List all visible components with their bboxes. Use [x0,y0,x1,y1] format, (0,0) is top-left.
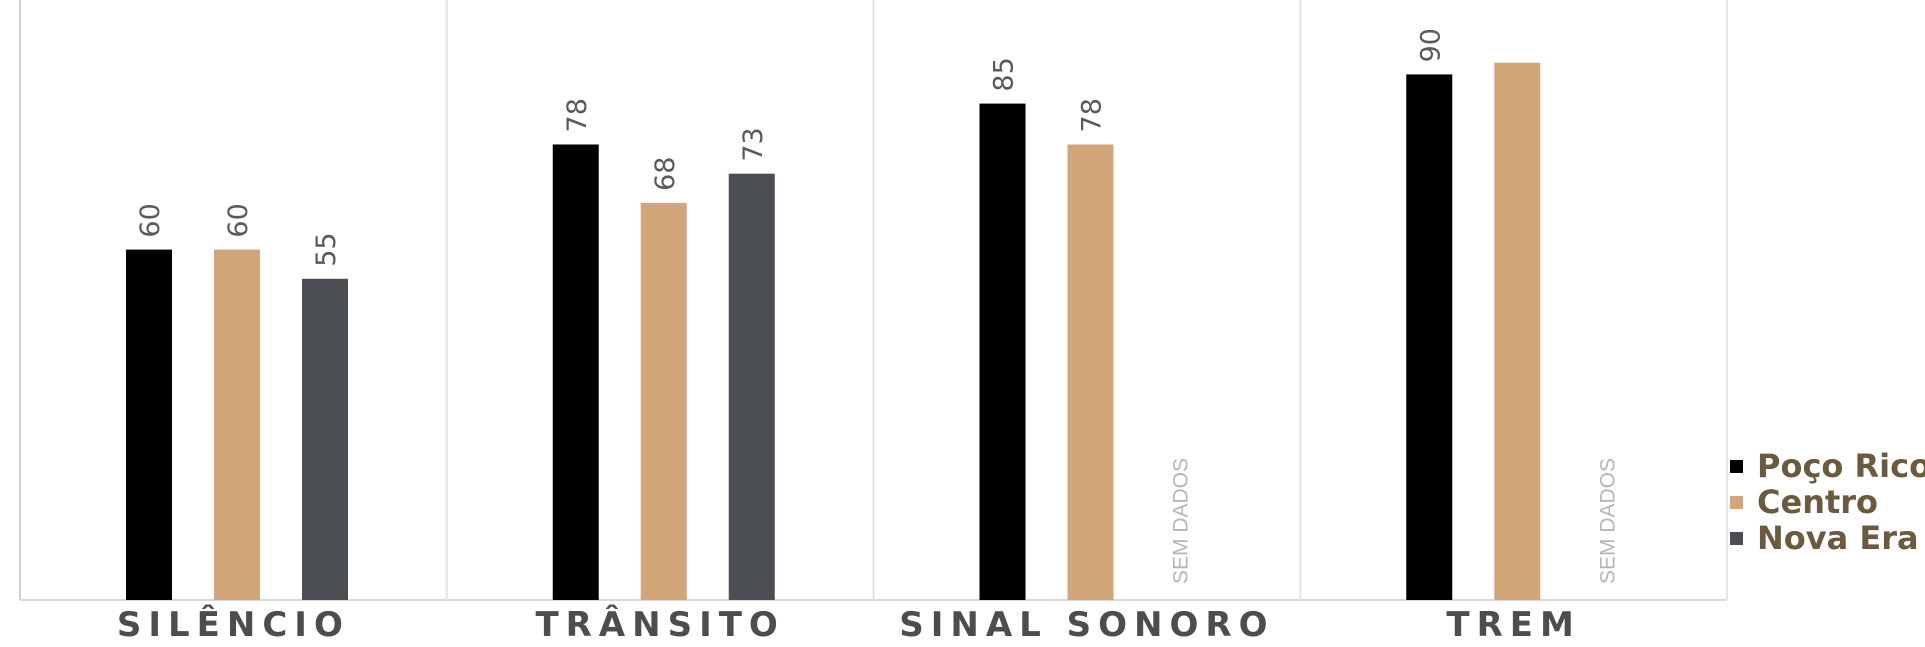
legend-swatch [1730,495,1743,509]
legend-item-poco-rico: Poço Rico [1730,447,1925,485]
bar [302,278,348,600]
category-label: SINAL SONORO [899,605,1274,645]
no-data-label: SEM DADOS [1596,458,1619,584]
chart-frame [19,0,1728,601]
legend-label: Nova Era [1757,519,1919,557]
legend-item-nova-era: Nova Era [1730,519,1925,557]
category-labels: SILÊNCIO TRÂNSITO SINAL SONORO TREM [117,604,1580,645]
data-label: 90 [1415,28,1446,62]
bars [126,62,1541,601]
bar [1494,62,1541,601]
bar [214,249,260,600]
bar [979,103,1026,600]
legend-swatch [1730,531,1743,545]
data-label: 85 [989,57,1020,91]
data-label: 78 [1077,98,1108,132]
bar [126,249,172,600]
legend-swatch [1730,459,1743,473]
data-label: 78 [562,98,593,132]
category-label: SILÊNCIO [117,604,350,645]
data-label: 60 [223,203,254,237]
category-label: TREM [1446,605,1580,645]
bar [552,144,599,601]
no-data-label: SEM DADOS [1170,458,1193,584]
category-label: TRÂNSITO [535,604,784,645]
value-labels: 60 60 55 78 68 73 85 78 SEM DADOS 90 SEM DADOS [135,28,1619,584]
bar [1067,144,1114,601]
data-label: 73 [738,127,769,161]
data-label: 55 [311,232,342,266]
data-label: 68 [650,157,681,191]
bar [1406,74,1453,600]
bar [728,173,775,600]
legend: Poço Rico Centro Nova Era [1730,447,1925,557]
legend-label: Poço Rico [1757,447,1925,485]
legend-label: Centro [1757,483,1879,521]
bar [640,202,687,600]
legend-item-centro: Centro [1730,483,1925,521]
data-label: 60 [135,203,166,237]
